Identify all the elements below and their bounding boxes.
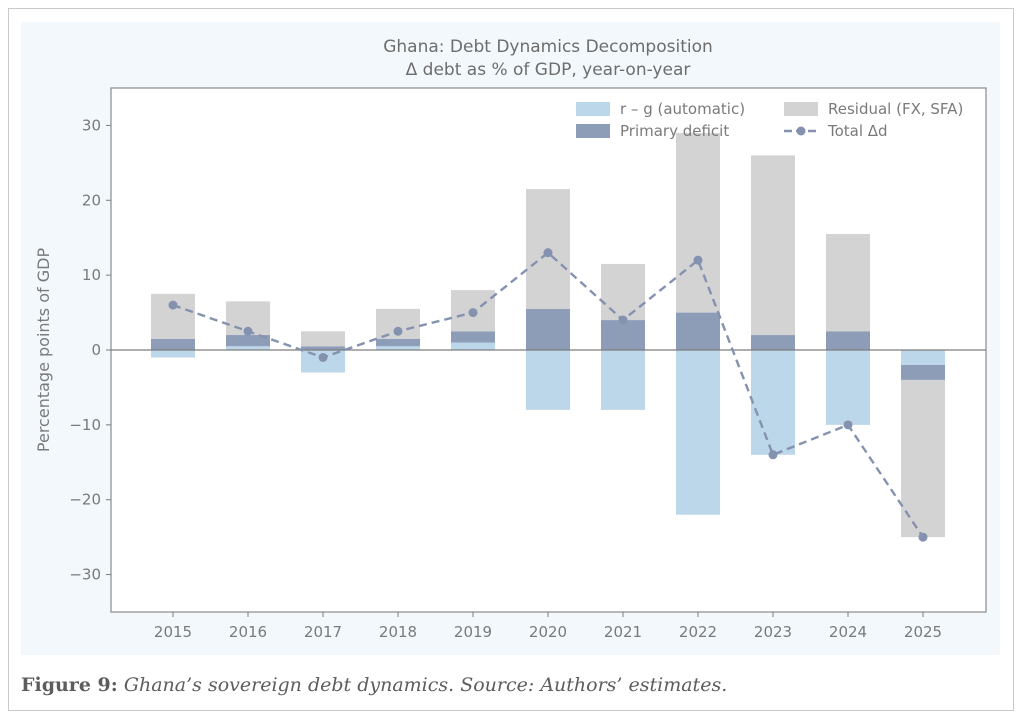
bar-residual-2025 bbox=[901, 379, 945, 538]
x-tick-label: 2023 bbox=[754, 623, 792, 641]
x-tick-label: 2022 bbox=[679, 623, 717, 641]
bar-primary-2018 bbox=[376, 338, 420, 347]
legend-swatch bbox=[576, 124, 610, 138]
legend-swatch bbox=[784, 102, 818, 116]
bar-primary-2021 bbox=[601, 320, 645, 350]
bar-residual-2017 bbox=[301, 331, 345, 347]
y-axis: 30 20 10 0 −10 −20 −30 bbox=[69, 116, 111, 584]
x-tick-label: 2017 bbox=[304, 623, 342, 641]
y-tick-label: 30 bbox=[82, 116, 101, 134]
bar-primary-2025 bbox=[901, 364, 945, 380]
y-tick-label: 0 bbox=[91, 341, 101, 359]
caption-label: Figure 9: bbox=[21, 674, 118, 696]
legend-label: Primary deficit bbox=[620, 122, 729, 140]
bar-rg-2019 bbox=[451, 342, 495, 350]
bar-residual-2023 bbox=[751, 155, 795, 336]
bar-rg-2023 bbox=[751, 350, 795, 455]
legend: r – g (automatic) Residual (FX, SFA) Prima… bbox=[576, 100, 963, 140]
total-point-2021 bbox=[618, 315, 628, 325]
legend-label: r – g (automatic) bbox=[620, 100, 745, 118]
total-point-2015 bbox=[168, 300, 178, 310]
x-tick-label: 2018 bbox=[379, 623, 417, 641]
legend-label: Total Δd bbox=[827, 122, 888, 140]
bar-primary-2015 bbox=[151, 338, 195, 350]
y-tick-label: 20 bbox=[82, 191, 101, 209]
bar-rg-2024 bbox=[826, 350, 870, 425]
bar-rg-2016 bbox=[226, 346, 270, 350]
bar-rg-2018 bbox=[376, 346, 420, 350]
total-point-2017 bbox=[318, 352, 328, 362]
total-line-layer bbox=[168, 248, 928, 542]
bar-primary-2023 bbox=[751, 335, 795, 350]
x-tick-label: 2024 bbox=[829, 623, 867, 641]
x-tick-label: 2016 bbox=[229, 623, 267, 641]
chart-subtitle: Δ debt as % of GDP, year-on-year bbox=[406, 60, 691, 80]
y-tick-label: −10 bbox=[69, 416, 101, 434]
bar-rg-2020 bbox=[526, 350, 570, 410]
x-tick-label: 2020 bbox=[529, 623, 567, 641]
bar-rg-2021 bbox=[601, 350, 645, 410]
bar-primary-2024 bbox=[826, 331, 870, 350]
total-point-2022 bbox=[693, 255, 703, 265]
y-tick-label: −30 bbox=[69, 566, 101, 584]
bar-primary-2017 bbox=[301, 346, 345, 350]
y-axis-label: Percentage points of GDP bbox=[34, 248, 53, 453]
total-point-2020 bbox=[543, 248, 553, 258]
caption-text: Ghana’s sovereign debt dynamics. Source:… bbox=[123, 674, 728, 696]
total-point-2025 bbox=[918, 532, 928, 542]
y-tick-label: 10 bbox=[82, 266, 101, 284]
legend-label: Residual (FX, SFA) bbox=[828, 100, 963, 118]
bars-layer bbox=[151, 132, 945, 538]
legend-swatch-marker bbox=[796, 126, 806, 136]
bar-primary-2016 bbox=[226, 335, 270, 347]
total-point-2019 bbox=[468, 308, 478, 318]
bar-primary-2019 bbox=[451, 331, 495, 343]
total-point-2023 bbox=[768, 450, 778, 460]
total-point-2018 bbox=[393, 326, 403, 336]
legend-swatch bbox=[576, 102, 610, 116]
x-tick-label: 2025 bbox=[904, 623, 942, 641]
bar-rg-2015 bbox=[151, 350, 195, 358]
bar-residual-2021 bbox=[601, 263, 645, 321]
y-tick-label: −20 bbox=[69, 491, 101, 509]
total-point-2024 bbox=[843, 420, 853, 430]
bar-rg-2022 bbox=[676, 350, 720, 515]
total-point-2016 bbox=[243, 326, 253, 336]
bar-primary-2022 bbox=[676, 312, 720, 350]
x-tick-label: 2015 bbox=[154, 623, 192, 641]
figure-caption: Figure 9: Ghana’s sovereign debt dynamic… bbox=[21, 674, 727, 696]
bar-residual-2022 bbox=[676, 132, 720, 313]
x-axis: 2015 2016 2017 2018 2019 2020 2021 2022 2023 2024… bbox=[154, 612, 942, 641]
bar-rg-2025 bbox=[901, 350, 945, 365]
bar-primary-2020 bbox=[526, 308, 570, 350]
bar-residual-2024 bbox=[826, 233, 870, 332]
chart-title: Ghana: Debt Dynamics Decomposition bbox=[383, 37, 713, 57]
x-tick-label: 2021 bbox=[604, 623, 642, 641]
x-tick-label: 2019 bbox=[454, 623, 492, 641]
total-line bbox=[172, 251, 924, 538]
